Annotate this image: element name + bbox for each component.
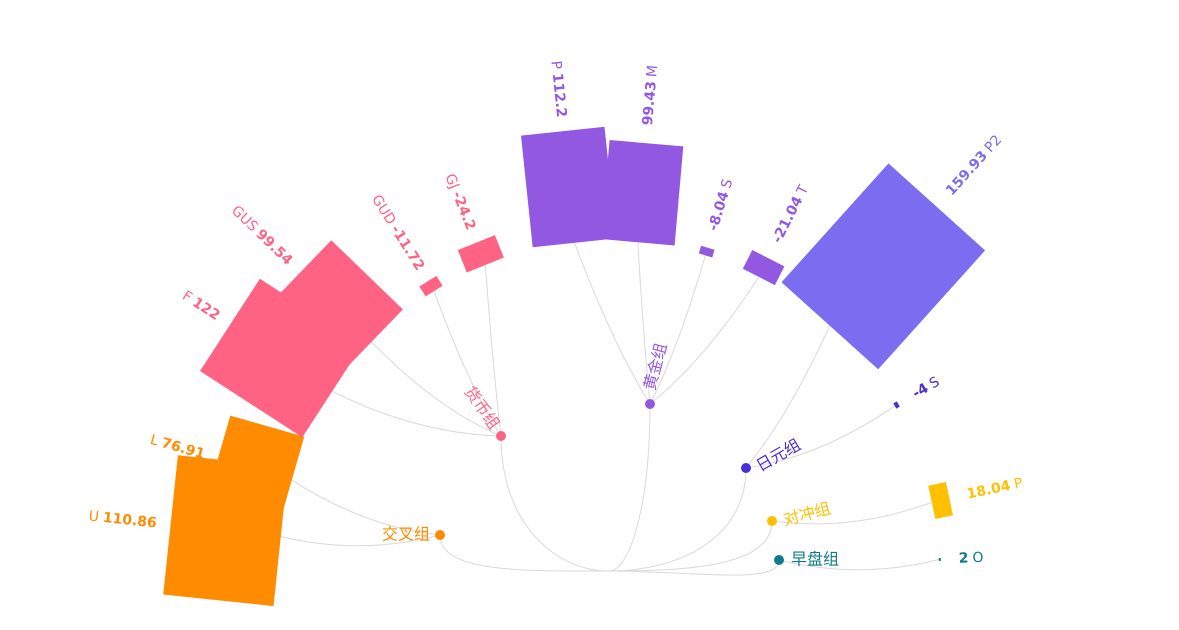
tree-link <box>371 341 502 437</box>
bar-日元组-S <box>893 401 900 409</box>
bar-交叉组-L <box>205 415 305 524</box>
tree-link <box>608 403 651 572</box>
bar-label-name: GJ <box>441 172 461 192</box>
bar-label-name: P <box>547 60 564 70</box>
bar-label-value: 112.2 <box>549 72 570 118</box>
bar-黄金组-P <box>521 126 617 248</box>
tree-link <box>608 559 780 576</box>
group-node-dot <box>435 530 445 540</box>
tree-link <box>433 290 502 437</box>
tree-link <box>771 501 932 525</box>
bar-label-value: -8.04 <box>705 189 732 233</box>
group-label: 货币组 <box>460 383 503 433</box>
group-node-dot <box>645 399 655 409</box>
tree-link <box>500 435 610 572</box>
bar-label-value: 159.93 <box>943 148 991 199</box>
bar-label-value: 99.43 <box>640 80 660 126</box>
bar-货币组-GJ <box>457 235 504 273</box>
bar-label: F122 <box>179 288 222 324</box>
bar-label: GJ-24.2 <box>441 172 478 233</box>
bar-label: -8.04S <box>705 177 736 233</box>
bar-label: 99.43 M <box>640 64 661 126</box>
bar-label: GUS99.54 <box>228 203 296 269</box>
bar-对冲组-P <box>928 482 953 519</box>
bar-label-value: 110.86 <box>102 510 157 532</box>
bar-label: L76.91 <box>148 432 206 463</box>
group-nodes <box>435 399 784 565</box>
bar-label: -21.04T <box>769 182 812 245</box>
bar-label-name: S <box>927 374 943 392</box>
bar-label-name: L <box>148 432 160 450</box>
bar-label: -4S <box>910 374 943 402</box>
bar-label-name: U <box>88 508 100 525</box>
bar-label: P 112.2 <box>547 60 569 118</box>
bars <box>163 126 986 607</box>
tree-link <box>574 242 651 405</box>
tree-link <box>778 558 939 571</box>
tree-link <box>439 534 610 572</box>
bar-早盘组-O <box>938 557 941 561</box>
bar-黄金组-M <box>600 140 684 246</box>
tree-link <box>484 264 502 437</box>
tree-link <box>280 534 441 547</box>
group-node-dot <box>774 555 784 565</box>
tree-link <box>649 276 760 405</box>
bar-label-value: 99.54 <box>252 226 295 268</box>
bar-货币组-GUS <box>268 240 403 375</box>
group-label: 对冲组 <box>781 498 832 529</box>
bar-label-name: GUD <box>368 192 398 228</box>
group-node-dot <box>496 431 506 441</box>
tree-links <box>280 242 939 576</box>
bar-label: 18.04P <box>965 475 1024 502</box>
bar-黄金组-T <box>742 250 785 286</box>
bar-label-name: S <box>718 177 736 190</box>
bar-label-name: GUS <box>228 203 261 235</box>
tree-link <box>608 467 747 572</box>
bar-label: GUD-11.72 <box>368 192 427 273</box>
group-node-dot <box>767 516 777 526</box>
tree-link <box>745 405 896 469</box>
bar-label-value: -21.04 <box>769 194 806 246</box>
bar-label: 159.93P2 <box>943 132 1005 199</box>
group-label: 日元组 <box>753 435 804 475</box>
bar-label-value: -4 <box>910 380 932 402</box>
tree-link <box>649 255 706 405</box>
bar-日元组-P2 <box>781 163 986 370</box>
group-node-dot <box>741 463 751 473</box>
bar-label-value: -24.2 <box>449 189 479 232</box>
bar-黄金组-S <box>698 245 715 258</box>
tree-link <box>608 520 773 572</box>
bar-label-name: M <box>644 64 661 77</box>
group-label: 黄金组 <box>640 341 671 392</box>
bar-label-name: O <box>972 550 984 566</box>
group-label: 早盘组 <box>791 550 839 569</box>
bar-label-value: -11.72 <box>387 223 427 274</box>
tree-link <box>637 242 651 405</box>
bar-label-value: 2 <box>959 550 969 566</box>
bar-货币组-GUD <box>419 275 443 297</box>
tree-link <box>745 325 831 469</box>
tree-link <box>332 390 502 437</box>
bar-label-value: 122 <box>189 295 222 324</box>
tree-link <box>291 479 441 536</box>
bar-货币组-F <box>200 278 363 438</box>
bar-label-name: P <box>1013 475 1025 492</box>
bar-label-value: 18.04 <box>965 478 1012 503</box>
bar-label: U 110.86 <box>88 508 158 531</box>
bar-label-name: P2 <box>982 132 1006 156</box>
group-label: 交叉组 <box>382 525 430 544</box>
